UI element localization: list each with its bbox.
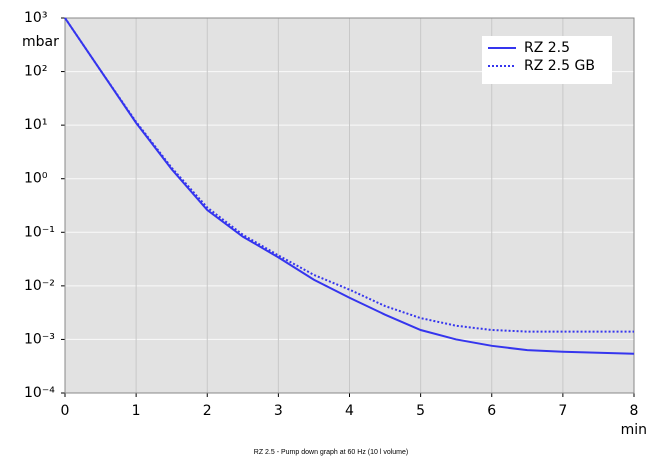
y-axis-label: mbar: [22, 34, 59, 50]
y-tick-label: 10¹: [24, 117, 47, 133]
legend-label: RZ 2.5: [524, 40, 570, 56]
y-tick-label: 10⁻⁴: [24, 385, 55, 401]
y-tick-label: 10⁻³: [24, 331, 55, 347]
x-tick-label: 5: [416, 403, 425, 419]
caption: RZ 2.5 - Pump down graph at 60 Hz (10 l …: [254, 449, 408, 456]
y-tick-label: 10⁻²: [24, 278, 55, 294]
x-axis-label: min: [621, 422, 647, 438]
y-tick-label: 10²: [24, 64, 47, 80]
y-tick-label: 10³: [24, 10, 47, 26]
x-tick-label: 8: [630, 403, 639, 419]
plot-frame: [64, 17, 635, 394]
x-tick-label: 2: [203, 403, 212, 419]
series-line: [64, 17, 635, 355]
legend-box: [482, 36, 612, 84]
x-tick-label: 6: [487, 403, 496, 419]
y-tick-label: 10⁰: [24, 171, 48, 187]
legend-label: RZ 2.5 GB: [524, 58, 595, 74]
x-tick-label: 7: [558, 403, 567, 419]
series-line: [64, 17, 634, 333]
x-tick-label: 0: [61, 403, 70, 419]
x-tick-label: 1: [132, 403, 141, 419]
y-tick-label: 10⁻¹: [24, 224, 55, 240]
x-tick-label: 4: [345, 403, 354, 419]
x-tick-label: 3: [274, 403, 283, 419]
